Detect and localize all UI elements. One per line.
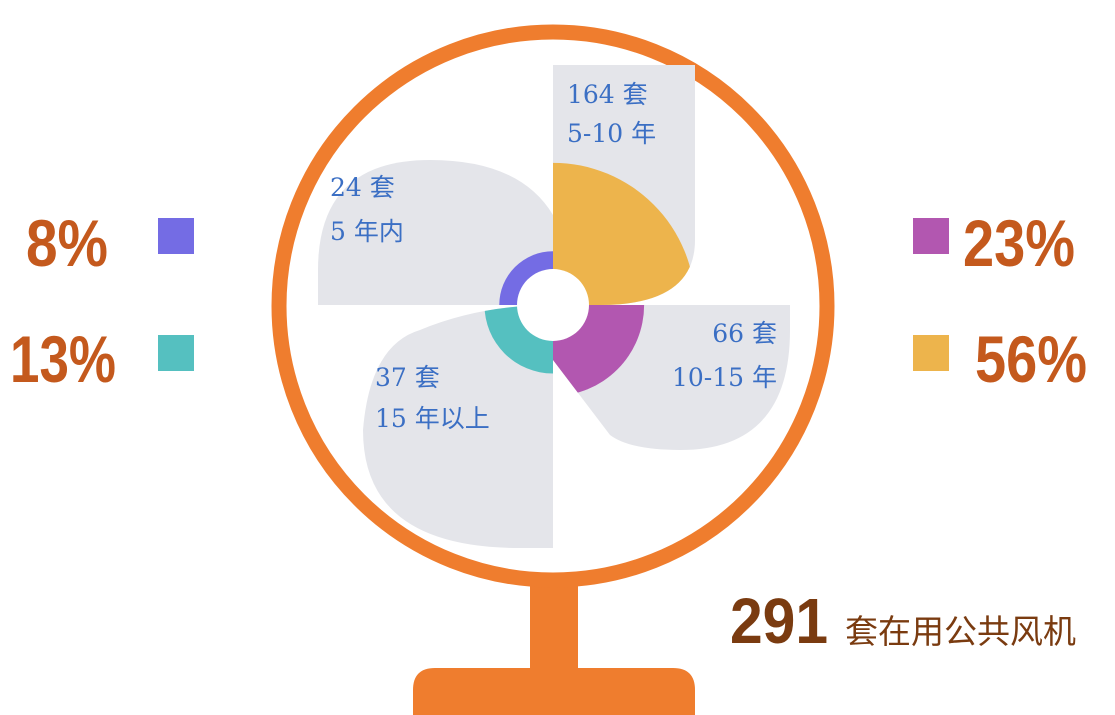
legend-swatch (158, 218, 194, 254)
blade (318, 160, 553, 305)
legend-swatch (158, 335, 194, 371)
legend-swatch (913, 335, 949, 371)
hub (517, 269, 589, 341)
category-label: 5 年内 (330, 217, 404, 246)
blade-sector (553, 162, 695, 305)
count-label: 37 套 (375, 363, 440, 392)
percent-label: 8% (26, 206, 108, 280)
blade (363, 305, 553, 548)
fan-neck (530, 585, 578, 675)
count-label: 66 套 (712, 319, 777, 348)
total-label: 套在用公共风机 (845, 612, 1076, 651)
category-label: 5-10 年 (567, 119, 656, 148)
fan-base (413, 668, 695, 715)
percent-label: 13% (10, 322, 116, 396)
category-label: 15 年以上 (375, 404, 490, 433)
percent-label: 56% (975, 322, 1087, 396)
percent-label: 23% (963, 206, 1075, 280)
count-label: 164 套 (567, 80, 648, 109)
category-label: 10-15 年 (672, 363, 777, 392)
legend-swatch (913, 218, 949, 254)
total-value: 291 (730, 585, 828, 657)
count-label: 24 套 (330, 173, 395, 202)
